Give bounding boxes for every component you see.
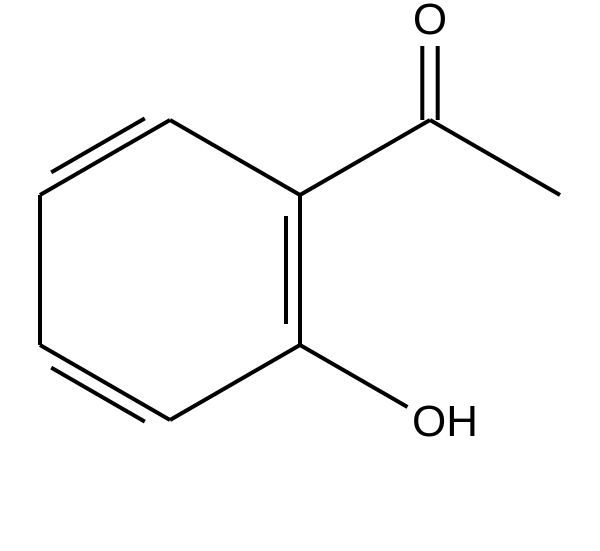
atom-label-O9: O xyxy=(413,0,447,44)
bond-line xyxy=(300,345,407,407)
bond-line xyxy=(40,345,170,420)
bond-line xyxy=(430,120,560,195)
bond-line xyxy=(170,120,300,195)
atom-label-O10: OH xyxy=(412,397,478,446)
bond-line xyxy=(300,120,430,195)
bond-line xyxy=(51,118,145,172)
bond-line xyxy=(170,345,300,420)
bond-line xyxy=(40,120,170,195)
bond-line xyxy=(51,368,145,422)
molecule-diagram: O OH xyxy=(0,0,600,551)
